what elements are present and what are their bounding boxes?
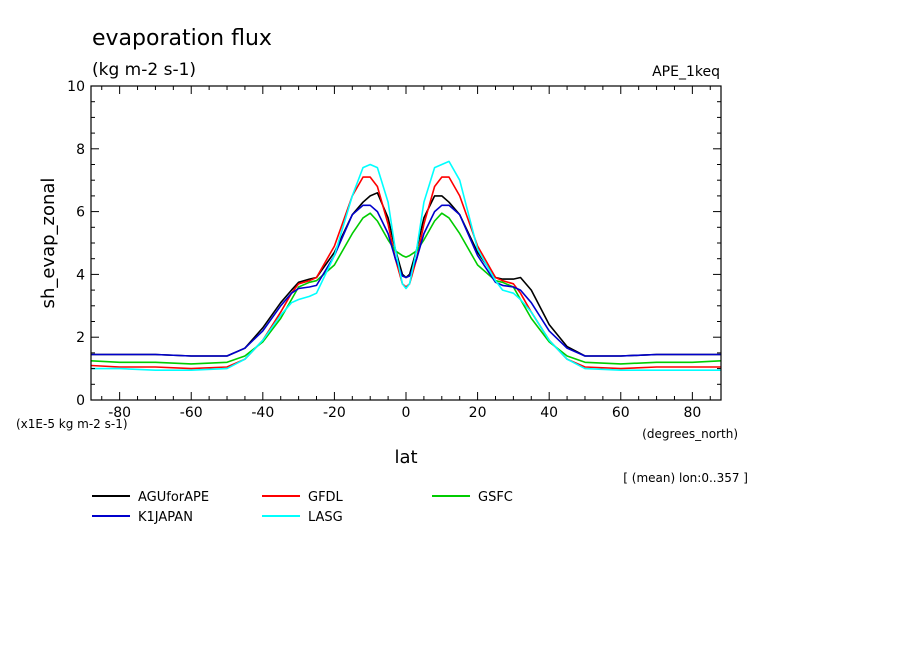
legend-label: K1JAPAN (138, 510, 193, 525)
y-axis-title: sh_evap_zonal (38, 178, 59, 309)
legend-label: LASG (308, 510, 343, 525)
series-line-aguforape (91, 192, 721, 357)
series-line-lasg (91, 160, 721, 372)
legend-item-gsfc: GSFC (432, 490, 513, 505)
y-tick-label: 0 (76, 393, 85, 409)
chart-units: (kg m-2 s-1) (92, 60, 196, 80)
x-tick-label: -60 (180, 405, 203, 421)
x-tick-label: 40 (540, 405, 558, 421)
y-tick-label: 4 (76, 267, 85, 283)
legend-label: GSFC (478, 490, 513, 505)
x-tick-label: 0 (402, 405, 411, 421)
legend-label: GFDL (308, 490, 344, 505)
legend-item-k1japan: K1JAPAN (92, 510, 193, 525)
chart-title: evaporation flux (92, 26, 272, 51)
experiment-label: APE_1keq (652, 64, 720, 80)
x-axis-title: lat (394, 447, 417, 468)
x-tick-label: 60 (612, 405, 630, 421)
y-tick-label: 8 (76, 142, 85, 158)
legend: AGUforAPE GFDL GSFC K1JAPAN LASG (92, 490, 513, 525)
mean-note: [ (mean) lon:0..357 ] (623, 471, 748, 485)
series-lines (91, 160, 721, 372)
plot-area: -80 -60 -40 -20 0 20 40 60 80 0 2 4 6 8 10 (67, 79, 722, 421)
y-tick-label: 2 (76, 330, 85, 346)
x-tick-label: 20 (469, 405, 487, 421)
x-tick-label: -20 (323, 405, 346, 421)
x-axis-units: (degrees_north) (642, 427, 738, 441)
x-tick-label: -40 (251, 405, 274, 421)
series-line-gsfc (91, 212, 721, 365)
series-line-gfdl (91, 176, 721, 370)
x-tick-label: 80 (683, 405, 701, 421)
legend-item-gfdl: GFDL (262, 490, 344, 505)
legend-item-lasg: LASG (262, 510, 343, 525)
y-tick-label: 6 (76, 205, 85, 221)
x-tick-label: -80 (108, 405, 131, 421)
plot-frame (90, 85, 722, 401)
legend-item-aguforape: AGUforAPE (92, 490, 209, 505)
series-line-k1japan (91, 204, 721, 357)
y-tick-label: 10 (67, 79, 85, 95)
y-scale-note: (x1E-5 kg m-2 s-1) (16, 417, 128, 431)
legend-label: AGUforAPE (138, 490, 209, 505)
